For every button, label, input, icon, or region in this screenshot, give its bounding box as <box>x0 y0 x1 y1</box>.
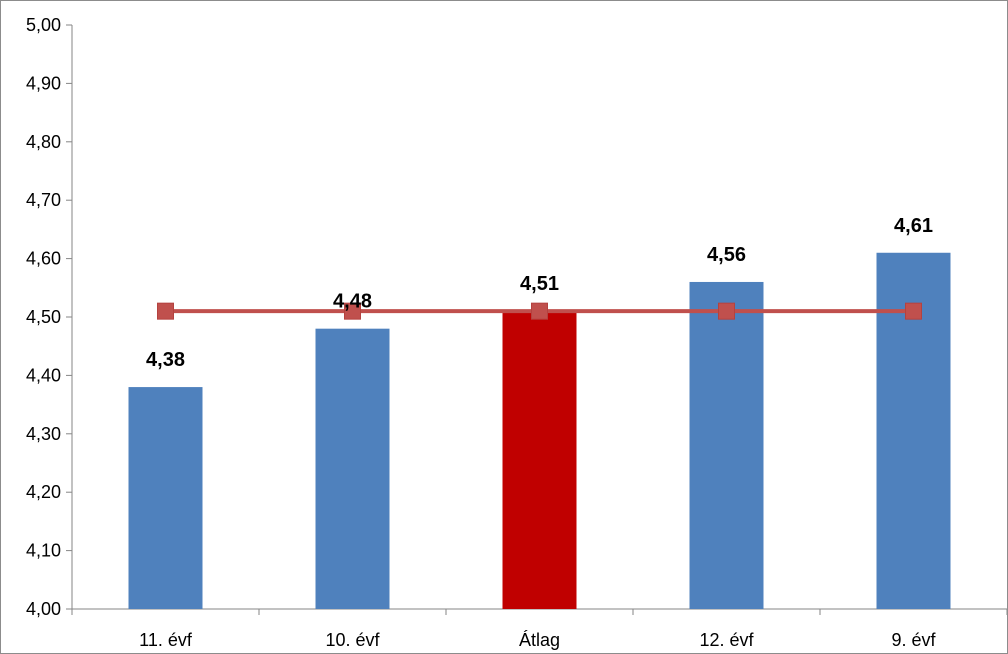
y-tick-label: 4,50 <box>26 307 61 327</box>
line-marker <box>718 302 735 320</box>
bar-value-label: 4,56 <box>707 244 746 266</box>
bar <box>315 328 390 609</box>
average-line-series <box>157 302 922 320</box>
bar-value-label: 4,61 <box>894 215 933 237</box>
axes: 4,00 4,10 4,20 4,30 4,40 4,50 4,60 4,70 4,80 4,90… <box>26 15 1007 650</box>
y-tick-label: 4,40 <box>26 365 61 385</box>
y-tick-label: 4,00 <box>26 599 61 619</box>
x-tick-label: 9. évf <box>891 630 936 650</box>
y-tick-label: 4,80 <box>26 132 61 152</box>
line-marker <box>905 302 922 320</box>
line-marker <box>531 302 548 320</box>
line-marker <box>344 302 361 320</box>
y-tick-label: 4,20 <box>26 482 61 502</box>
x-tick-label: Átlag <box>519 630 560 650</box>
bars <box>128 252 951 609</box>
bar <box>689 281 764 609</box>
bar <box>502 311 577 609</box>
data-labels: 4,38 4,48 4,51 4,56 4,61 <box>146 215 933 371</box>
y-tick-label: 4,60 <box>26 249 61 269</box>
y-tick-label: 5,00 <box>26 15 61 35</box>
y-tick-label: 4,10 <box>26 541 61 561</box>
y-tick-label: 4,70 <box>26 190 61 210</box>
x-tick-label: 11. évf <box>139 630 193 650</box>
y-tick-label: 4,90 <box>26 73 61 93</box>
y-tick-label: 4,30 <box>26 424 61 444</box>
bar-value-label: 4,51 <box>520 273 559 295</box>
bar <box>128 387 203 609</box>
line-marker <box>157 302 174 320</box>
bar-value-label: 4,38 <box>146 349 185 371</box>
x-tick-label: 12. évf <box>699 630 754 650</box>
x-tick-label: 10. évf <box>325 630 380 650</box>
bar-value-label: 4,48 <box>333 291 372 313</box>
